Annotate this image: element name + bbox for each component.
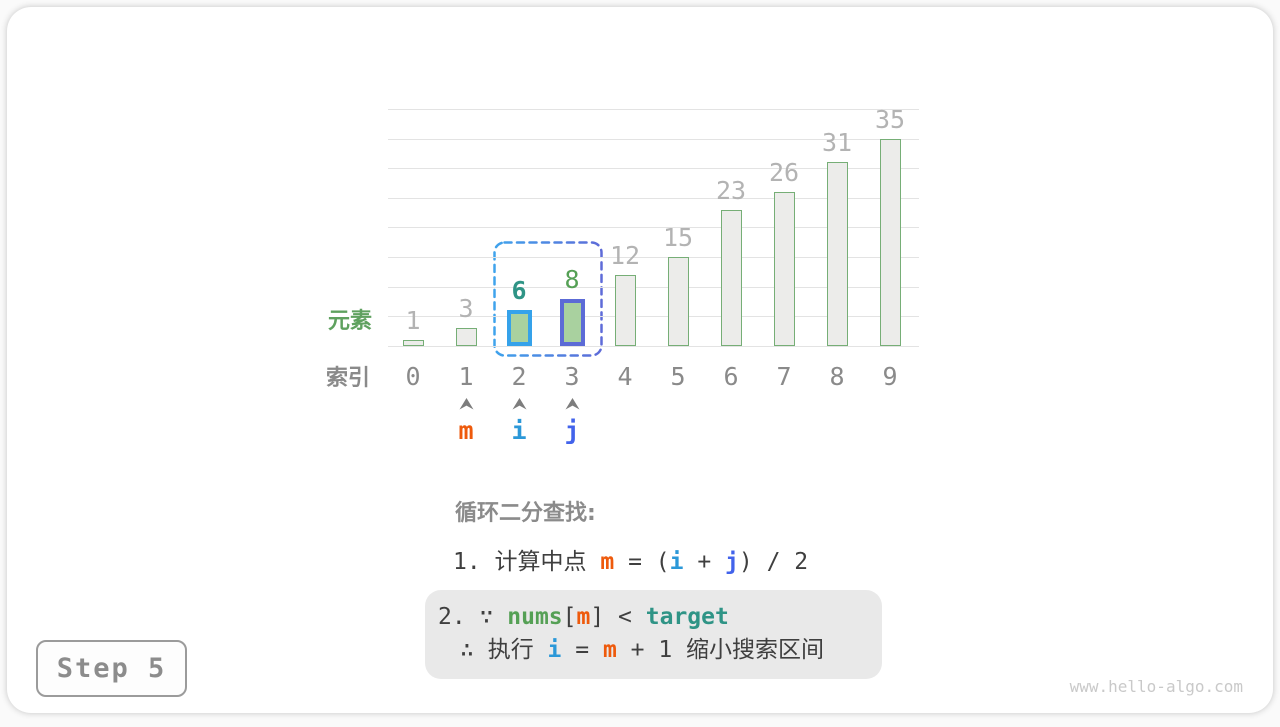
text-segment: = [561, 637, 603, 663]
gridline [388, 227, 919, 229]
text-segment: 1. 计算中点 [453, 549, 601, 575]
step-2-box: 2. ∵ nums[m] < target ∴ 执行 i = m + 1 缩小搜… [425, 590, 882, 679]
bar-value-label: 15 [662, 223, 694, 253]
index-axis-label: 索引 [325, 366, 370, 391]
text-segment: + [683, 549, 726, 575]
text-segment: ∴ 执行 [460, 637, 548, 663]
bar [773, 191, 795, 346]
step-badge: Step 5 [36, 640, 187, 697]
bar-value-label: 6 [511, 276, 527, 306]
pointer-label-i: i [511, 416, 527, 445]
index-label: 3 [564, 362, 580, 391]
bar-chart: 元素 索引 1 0 3 1 6 2 8 3 12 4 15 5 23 6 26 7 31 8 35 9 [7, 7, 1273, 727]
bar [455, 328, 477, 346]
bar-value-label: 8 [564, 264, 580, 294]
text-segment: i [669, 549, 684, 575]
text-segment: nums [507, 604, 563, 630]
gridline [388, 108, 919, 110]
index-label: 7 [776, 362, 792, 391]
bar [826, 162, 848, 346]
index-label: 2 [511, 362, 527, 391]
watermark: www.hello-algo.com [1069, 677, 1243, 696]
gridline [388, 197, 919, 199]
gridline [388, 346, 919, 347]
index-label: 9 [882, 362, 898, 391]
text-segment: = ( [614, 549, 670, 575]
bar-value-label: 1 [405, 306, 421, 336]
index-label: 8 [829, 362, 845, 391]
step-badge-label: Step 5 [56, 653, 167, 684]
index-label: 0 [405, 362, 421, 391]
gridline [388, 316, 919, 318]
gridline [388, 257, 919, 259]
index-label: 1 [458, 362, 474, 391]
bar-value-label: 3 [458, 294, 474, 324]
gridline [388, 138, 919, 140]
pointer-up-arrow-icon [565, 398, 580, 410]
bar-value-label: 31 [821, 128, 853, 158]
step-2-line-1: 2. ∵ nums[m] < target [438, 603, 729, 631]
annotation-title: 循环二分查找: [455, 501, 596, 526]
pointer-label-j: j [564, 416, 580, 445]
text-segment: i [547, 637, 562, 663]
text-segment: + 1 缩小搜索区间 [616, 637, 825, 663]
bar [402, 340, 424, 346]
pointer-up-arrow-icon [459, 398, 474, 410]
step-1-line: 1. 计算中点 m = (i + j) / 2 [453, 548, 808, 576]
bar [506, 310, 532, 346]
pointer-label-m: m [458, 416, 474, 445]
bar-value-label: 35 [874, 104, 906, 134]
elements-axis-label: 元素 [327, 309, 372, 334]
bar-value-label: 12 [609, 240, 641, 270]
bar-value-label: 26 [768, 157, 800, 187]
bar [879, 138, 901, 346]
text-segment: j [725, 549, 739, 575]
text-segment: ] < [590, 604, 646, 630]
bar [559, 298, 585, 346]
text-segment: 2. ∵ [438, 604, 508, 630]
text-segment: [ [562, 604, 577, 630]
text-segment: m [600, 549, 615, 575]
bar [720, 209, 742, 346]
index-label: 6 [723, 362, 739, 391]
pointer-up-arrow-icon [512, 398, 527, 410]
bar [614, 274, 636, 346]
text-segment: m [576, 604, 591, 630]
index-label: 4 [617, 362, 633, 391]
selection-dashed-box [493, 241, 603, 357]
gridline [388, 286, 919, 288]
text-segment: target [645, 604, 729, 630]
gridline [388, 168, 919, 170]
text-segment: m [602, 637, 617, 663]
step-2-line-2: ∴ 执行 i = m + 1 缩小搜索区间 [460, 636, 824, 664]
bar-value-label: 23 [715, 175, 747, 205]
text-segment: ) / 2 [738, 549, 809, 575]
bar [667, 257, 689, 346]
index-label: 5 [670, 362, 686, 391]
